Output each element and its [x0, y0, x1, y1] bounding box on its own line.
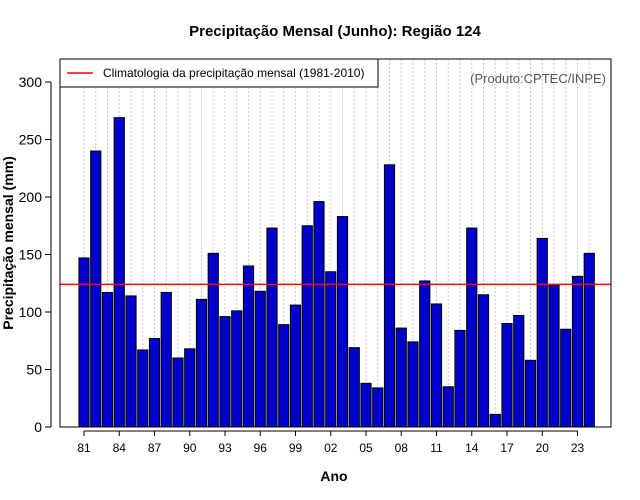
x-tick-label: 96	[254, 441, 268, 455]
bar-1988	[160, 291, 172, 428]
bar-1982	[90, 150, 102, 428]
bar-1996	[254, 290, 266, 428]
bars	[78, 117, 595, 428]
x-tick-label: 17	[500, 441, 514, 455]
bar-1992	[207, 252, 219, 428]
y-tick-label: 0	[34, 419, 42, 435]
bar-1994	[231, 310, 243, 428]
bar-2023	[571, 275, 584, 428]
bar-2013	[454, 329, 466, 428]
legend-box	[59, 58, 379, 88]
x-tick-label: 81	[77, 441, 91, 455]
bar-1987	[148, 337, 161, 428]
bar-1997	[266, 227, 278, 428]
x-axis-label: Ano	[320, 468, 347, 484]
x-tick-label: 05	[359, 441, 373, 455]
bar-2003	[336, 216, 349, 428]
product-credit: (Produto:CPTEC/INPE)	[470, 71, 606, 86]
y-axis: 0 50 100 150 200 250 300	[19, 74, 52, 435]
bar-2010	[419, 280, 431, 428]
y-tick-label: 100	[19, 304, 43, 320]
bar-2002	[325, 271, 337, 428]
x-tick-label: 90	[183, 441, 197, 455]
bar-2020	[536, 237, 548, 428]
bar-1991	[195, 298, 208, 428]
x-axis: 81 84 87 90 93 96 99 02 05 08 11 14 17 20 23	[77, 430, 585, 455]
y-tick-label: 50	[26, 362, 42, 378]
bar-1984	[113, 117, 125, 428]
bar-2016	[489, 413, 501, 428]
bar-2012	[442, 386, 454, 428]
bar-2018	[513, 314, 525, 428]
bar-2014	[466, 227, 478, 428]
x-tick-label: 14	[465, 441, 479, 455]
bar-2006	[372, 387, 384, 428]
x-tick-label: 02	[324, 441, 338, 455]
bar-1986	[137, 349, 149, 428]
bar-2019	[524, 359, 537, 428]
bar-1990	[184, 348, 196, 428]
bar-1989	[172, 357, 184, 428]
bar-2011	[430, 303, 443, 428]
bar-1995	[242, 265, 255, 428]
bar-2024	[583, 252, 595, 428]
bar-2001	[313, 201, 325, 428]
x-tick-label: 84	[113, 441, 127, 455]
bar-2022	[560, 328, 572, 428]
bar-2021	[548, 285, 560, 428]
bar-2015	[477, 294, 490, 428]
legend: Climatologia da precipitação mensal (198…	[59, 58, 379, 88]
x-tick-label: 11	[430, 441, 443, 455]
bar-1981	[78, 257, 90, 428]
bar-2017	[501, 323, 513, 428]
x-tick-label: 99	[289, 441, 303, 455]
y-tick-label: 300	[19, 74, 43, 90]
bar-2004	[348, 347, 360, 428]
bar-1993	[219, 316, 231, 428]
y-tick-label: 250	[19, 132, 43, 148]
bar-2009	[407, 341, 419, 428]
bar-1985	[125, 295, 137, 428]
bar-2005	[360, 382, 372, 428]
y-axis-label: Precipitação mensal (mm)	[0, 156, 16, 330]
bar-1983	[101, 291, 114, 428]
bar-1999	[289, 304, 302, 428]
y-tick-label: 200	[19, 189, 43, 205]
bar-2000	[301, 225, 313, 428]
bar-2007	[383, 164, 396, 428]
legend-label: Climatologia da precipitação mensal (198…	[103, 66, 364, 80]
x-tick-label: 08	[395, 441, 409, 455]
bar-1998	[278, 324, 290, 428]
x-tick-label: 93	[218, 441, 232, 455]
y-tick-label: 150	[19, 247, 43, 263]
chart-title: Precipitação Mensal (Junho): Região 124	[189, 23, 481, 40]
x-tick-label: 23	[571, 441, 585, 455]
bar-2008	[395, 327, 407, 428]
x-tick-label: 20	[536, 441, 550, 455]
x-tick-label: 87	[148, 441, 162, 455]
